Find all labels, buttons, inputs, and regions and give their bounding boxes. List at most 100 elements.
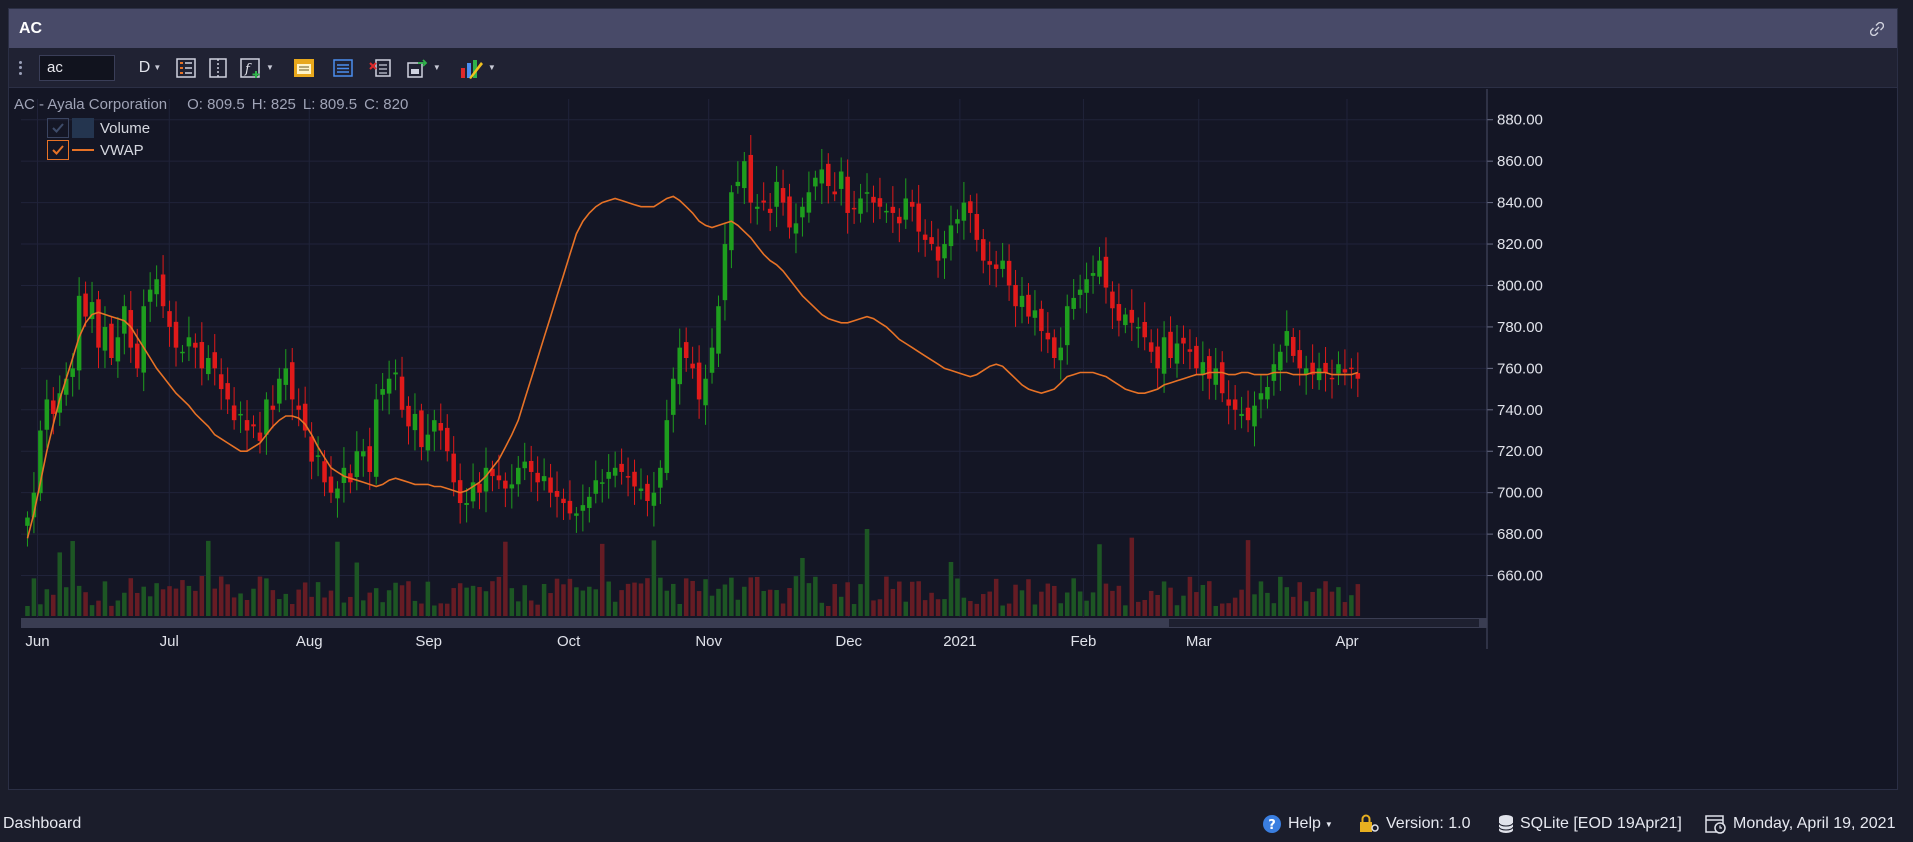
- volume-bar: [1013, 584, 1018, 616]
- candle-body: [1032, 310, 1038, 318]
- volume-bar: [522, 585, 527, 616]
- volume-bar: [1207, 581, 1212, 616]
- candle-body: [677, 347, 682, 385]
- volume-bar: [987, 591, 992, 616]
- x-tick-label: 2021: [943, 633, 976, 650]
- price-chart[interactable]: 880.00 860.00 840.00 820.00 800.00 780.00 760.…: [9, 89, 1897, 789]
- dashboard-label[interactable]: Dashboard: [3, 815, 82, 832]
- volume-bar: [587, 586, 592, 616]
- volume-bar: [709, 595, 715, 616]
- volume-bar: [341, 602, 347, 616]
- candle-body: [38, 430, 43, 494]
- x-tick-label: Apr: [1335, 633, 1358, 650]
- candle-body: [683, 342, 689, 358]
- candle-body: [1013, 284, 1018, 307]
- volume-bar: [257, 576, 263, 616]
- volume-bar: [457, 583, 463, 616]
- candle-body: [83, 293, 88, 317]
- candle-body: [1077, 289, 1083, 295]
- list-button[interactable]: [332, 53, 354, 83]
- columns-button[interactable]: [207, 53, 229, 83]
- candle-body: [503, 480, 508, 489]
- symbol-input[interactable]: [39, 54, 115, 81]
- volume-bar: [1019, 590, 1025, 616]
- volume-bar: [361, 600, 366, 616]
- version-label: Version: 1.0: [1386, 815, 1471, 832]
- ohlc-readout: AC - Ayala Corporation O: 809.5 H: 825 L: 8…: [14, 96, 415, 113]
- candle-body: [289, 362, 295, 400]
- y-tick-label: 700.00: [1497, 485, 1543, 502]
- scrollbar-track: [21, 618, 1487, 628]
- candle-body: [277, 378, 282, 404]
- volume-bar: [961, 597, 967, 616]
- candle-body: [419, 410, 424, 448]
- candle-body: [1303, 368, 1309, 375]
- volume-bar: [96, 600, 101, 616]
- candle-body: [1103, 256, 1109, 288]
- candle-body: [1310, 362, 1315, 375]
- link-icon[interactable]: [1867, 19, 1887, 39]
- volume-bar: [328, 590, 334, 616]
- notes-button[interactable]: [292, 53, 316, 83]
- candle-body: [554, 491, 560, 497]
- vwap-line: [26, 195, 1359, 539]
- volume-bar: [160, 589, 166, 616]
- y-tick-label: 780.00: [1497, 319, 1543, 336]
- candle-body: [871, 196, 876, 203]
- export-button[interactable]: ▼: [406, 53, 441, 83]
- toolbar-grip-icon[interactable]: [15, 58, 25, 78]
- candle-body: [63, 378, 69, 395]
- candle-body: [735, 181, 741, 187]
- volume-bar: [567, 578, 573, 616]
- candle-body: [1039, 308, 1044, 332]
- candle-body: [1239, 413, 1244, 417]
- candle-body: [1252, 405, 1257, 427]
- legend-item-volume[interactable]: Volume: [47, 117, 150, 139]
- period-dropdown[interactable]: D ▼: [135, 53, 165, 83]
- volume-bar: [1123, 605, 1128, 616]
- volume-bar: [432, 605, 437, 616]
- candle-body: [1207, 356, 1212, 379]
- volume-bar: [173, 588, 179, 616]
- volume-bar: [1310, 591, 1315, 616]
- remove-list-button[interactable]: [368, 53, 392, 83]
- candle-body: [180, 351, 185, 354]
- volume-checkbox[interactable]: [47, 118, 69, 138]
- volume-bar: [386, 590, 392, 616]
- volume-bar: [826, 605, 831, 616]
- volume-bar: [483, 591, 489, 616]
- volume-bar: [1116, 585, 1122, 616]
- legend-item-vwap[interactable]: VWAP: [47, 139, 150, 161]
- candle-body: [574, 513, 579, 516]
- candle-body: [632, 471, 637, 487]
- candle-body: [787, 196, 792, 228]
- x-tick-label: Sep: [415, 633, 442, 650]
- candle-body: [612, 467, 618, 476]
- y-tick-label: 760.00: [1497, 360, 1543, 377]
- chart-style-button[interactable]: ▼: [459, 53, 496, 83]
- candle-body: [115, 337, 121, 362]
- volume-bar: [767, 589, 773, 616]
- volume-bar: [115, 600, 121, 616]
- volume-bar: [1129, 537, 1135, 616]
- legend-list-button[interactable]: [175, 53, 197, 83]
- candle-body: [25, 517, 30, 526]
- volume-bar: [754, 576, 760, 616]
- chart-canvas[interactable]: 880.00 860.00 840.00 820.00 800.00 780.00 760.…: [9, 89, 1897, 789]
- volume-bar: [877, 599, 883, 616]
- x-tick-label: Dec: [835, 633, 862, 650]
- y-tick-label: 740.00: [1497, 402, 1543, 419]
- volume-bar: [89, 605, 95, 616]
- volume-bar: [1349, 595, 1354, 616]
- volume-bar: [1316, 588, 1322, 616]
- volume-bar: [283, 593, 289, 616]
- candle-body: [141, 306, 146, 373]
- add-indicator-button[interactable]: f ▼: [239, 53, 274, 83]
- period-label: D: [138, 58, 151, 76]
- candle-body: [496, 475, 502, 481]
- vwap-checkbox[interactable]: [47, 140, 69, 160]
- help-menu[interactable]: ? Help ▼: [1262, 812, 1333, 836]
- candle-body: [832, 191, 837, 195]
- volume-bar: [1155, 595, 1160, 616]
- candle-body: [128, 310, 134, 348]
